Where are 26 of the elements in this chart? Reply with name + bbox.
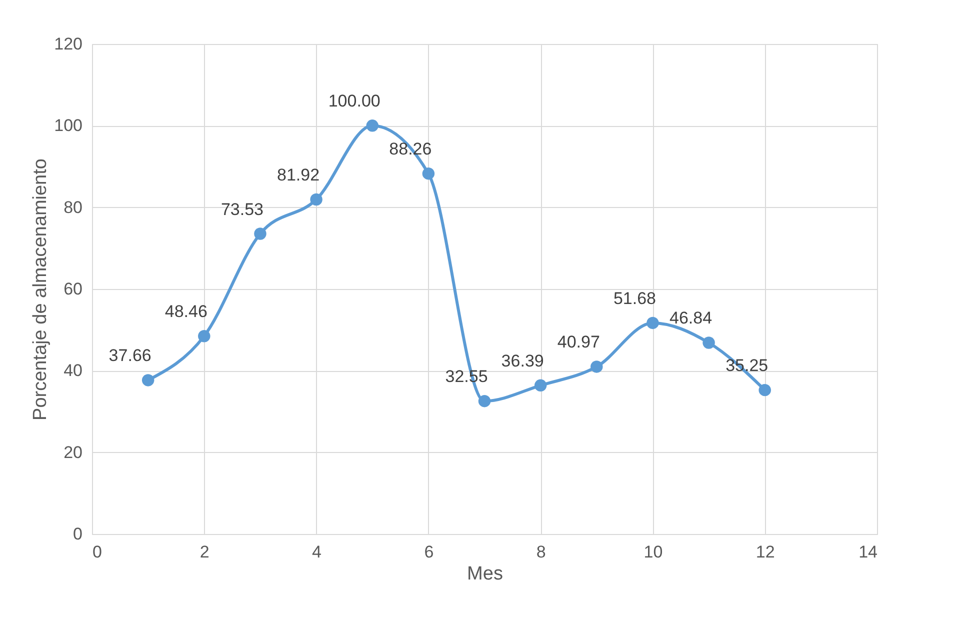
- x-tick-label: 12: [756, 542, 775, 562]
- x-tick-label: 14: [858, 542, 878, 562]
- y-tick-label: 100: [54, 116, 82, 136]
- x-tick-label: 10: [644, 542, 663, 562]
- text: 37.66: [108, 346, 152, 366]
- text: 100.00: [328, 92, 380, 111]
- x-tick-label: 6: [424, 542, 434, 562]
- y-tick-label: 60: [64, 280, 82, 298]
- y-tick-label: 0: [73, 524, 82, 544]
- text: 46.84: [670, 308, 712, 328]
- text: 51.68: [613, 288, 656, 308]
- x-tick-label: 2: [200, 542, 210, 562]
- text: 36.39: [501, 351, 544, 370]
- y-tick-label: 80: [64, 198, 82, 217]
- x-axis-title: Mes: [467, 564, 503, 584]
- y-tick-label: 20: [64, 442, 82, 462]
- x-tick-label: 4: [312, 542, 322, 562]
- y-axis-title: Porcentaje de almacenamiento: [30, 158, 52, 420]
- text: 40.97: [557, 332, 600, 352]
- text: 81.92: [277, 165, 320, 184]
- text: 48.46: [164, 302, 208, 322]
- x-tick-label: 8: [536, 542, 546, 562]
- y-tick-label: 40: [64, 361, 82, 380]
- x-tick-label: 0: [92, 542, 102, 562]
- y-tick-label: 120: [54, 34, 82, 54]
- text: 73.53: [220, 200, 264, 219]
